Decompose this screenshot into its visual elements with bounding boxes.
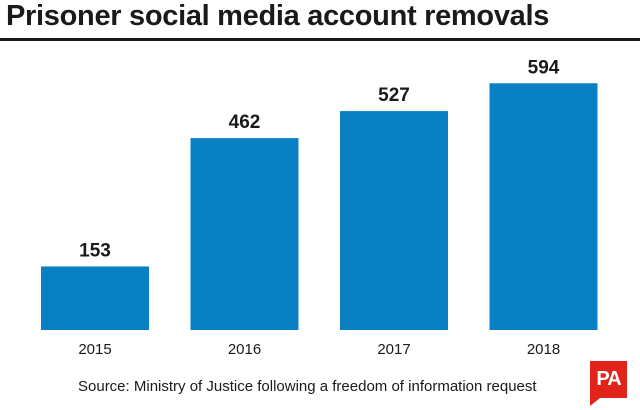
title-divider bbox=[0, 38, 640, 41]
data-label-2018: 594 bbox=[528, 57, 560, 78]
chart-title: Prisoner social media account removals bbox=[6, 0, 550, 32]
bar-2017 bbox=[340, 111, 448, 330]
pa-logo: PA bbox=[590, 361, 627, 406]
bar-2016 bbox=[190, 138, 299, 330]
source-note: Source: Ministry of Justice following a … bbox=[78, 378, 537, 395]
x-tick-label-2017: 2017 bbox=[377, 341, 410, 358]
pa-logo-text: PA bbox=[596, 368, 621, 390]
data-label-2016: 462 bbox=[229, 112, 261, 133]
data-label-2017: 527 bbox=[378, 85, 410, 106]
bar-2018 bbox=[489, 83, 598, 330]
data-label-2015: 153 bbox=[79, 240, 111, 261]
x-tick-label-2015: 2015 bbox=[78, 341, 111, 358]
x-tick-label-2016: 2016 bbox=[228, 341, 261, 358]
x-tick-label-2018: 2018 bbox=[527, 341, 560, 358]
bar-2015 bbox=[41, 266, 149, 330]
